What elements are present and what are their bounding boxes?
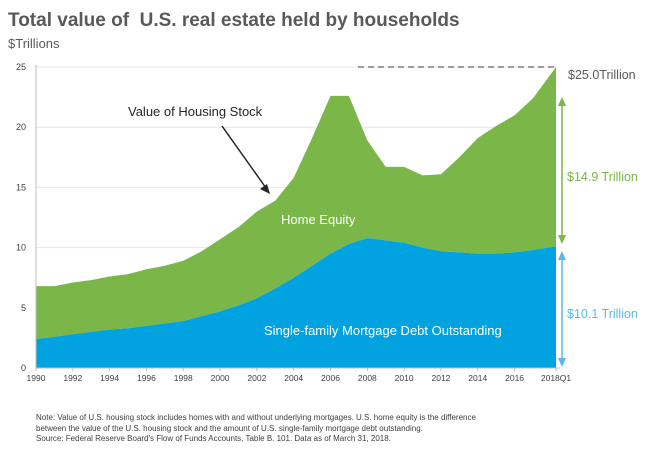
chart-areas xyxy=(36,67,556,368)
axis-labels: 0 5 10 15 20 25 1990 1992 1994 1996 1998 2000 2002 20… xyxy=(16,62,571,383)
chart-title: Total value of U.S. real estate held by … xyxy=(8,10,460,31)
debt-value-label: $10.1 Trillion xyxy=(567,307,638,321)
x-tick-label: 2002 xyxy=(247,373,266,383)
x-tick-label: 2008 xyxy=(358,373,377,383)
x-tick-label: 1998 xyxy=(174,373,193,383)
x-tick-label: 2004 xyxy=(284,373,303,383)
x-tick-label: 1996 xyxy=(137,373,156,383)
x-tick-label: 2012 xyxy=(431,373,450,383)
footnote-line: Source: Federal Reserve Board's Flow of … xyxy=(36,434,391,443)
x-tick-label: 2014 xyxy=(468,373,487,383)
x-tick-label: 2016 xyxy=(505,373,524,383)
x-tick-label: 2000 xyxy=(211,373,230,383)
x-tick-label: 2018Q1 xyxy=(541,373,572,383)
debt-arrowhead-bottom xyxy=(558,358,566,367)
footnote-line: Note: Value of U.S. housing stock includ… xyxy=(36,413,476,422)
x-tick-label: 2010 xyxy=(395,373,414,383)
chart-subtitle: $Trillions xyxy=(8,36,60,51)
mortgage-debt-area xyxy=(36,238,556,368)
axes xyxy=(35,65,560,371)
housing-stock-arrow xyxy=(221,125,267,189)
y-tick-label: 20 xyxy=(16,122,26,132)
total-value-label: $25.0Trillion xyxy=(568,68,636,82)
y-tick-label: 5 xyxy=(21,303,26,313)
x-tick-label: 2006 xyxy=(321,373,340,383)
equity-value-label: $14.9 Trillion xyxy=(567,170,638,184)
equity-arrowhead-top xyxy=(558,97,566,106)
equity-arrowhead-bottom xyxy=(558,235,566,244)
home-equity-area xyxy=(36,67,556,340)
footnote: Note: Value of U.S. housing stock includ… xyxy=(36,413,646,445)
x-tick-label: 1992 xyxy=(63,373,82,383)
footnote-line: between the value of the U.S. housing st… xyxy=(36,423,423,433)
y-tick-label: 15 xyxy=(16,182,26,192)
x-tick-label: 1994 xyxy=(100,373,119,383)
y-tick-label: 25 xyxy=(16,62,26,72)
x-tick-label: 1990 xyxy=(27,373,46,383)
debt-arrowhead-top xyxy=(558,251,566,260)
y-tick-label: 10 xyxy=(16,243,26,253)
housing-stock-label: Value of Housing Stock xyxy=(128,104,263,119)
y-tick-label: 0 xyxy=(21,363,26,373)
mortgage-debt-label: Single-family Mortgage Debt Outstanding xyxy=(264,323,502,338)
housing-stock-arrowhead xyxy=(260,184,270,194)
home-equity-label: Home Equity xyxy=(281,212,356,227)
